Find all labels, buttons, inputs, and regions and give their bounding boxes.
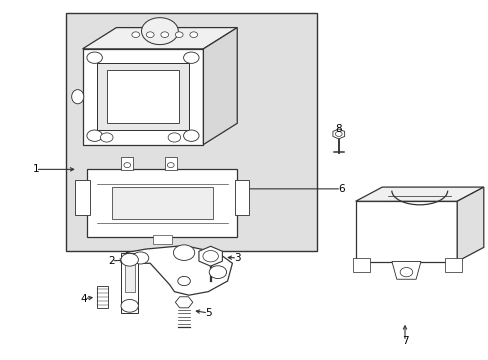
Circle shape xyxy=(123,163,130,168)
Polygon shape xyxy=(126,246,232,295)
Circle shape xyxy=(168,133,180,142)
Text: 5: 5 xyxy=(204,308,211,318)
Circle shape xyxy=(132,32,139,37)
Text: 6: 6 xyxy=(337,184,344,194)
Bar xyxy=(75,180,90,215)
Text: 8: 8 xyxy=(335,123,342,134)
Circle shape xyxy=(399,267,412,277)
Circle shape xyxy=(87,52,102,63)
Circle shape xyxy=(161,32,168,37)
Bar xyxy=(352,258,369,272)
Polygon shape xyxy=(332,129,344,139)
Polygon shape xyxy=(175,297,192,308)
Circle shape xyxy=(183,130,199,141)
Circle shape xyxy=(121,253,138,266)
Bar xyxy=(106,70,179,123)
Text: 4: 4 xyxy=(81,294,87,304)
Bar xyxy=(82,49,203,145)
Bar xyxy=(444,258,461,272)
Text: 1: 1 xyxy=(32,165,39,174)
Bar xyxy=(65,13,316,251)
Circle shape xyxy=(173,245,194,260)
Bar xyxy=(87,169,237,237)
Text: 7: 7 xyxy=(401,336,407,346)
Polygon shape xyxy=(391,261,420,279)
Circle shape xyxy=(183,52,199,63)
Polygon shape xyxy=(355,187,483,201)
Circle shape xyxy=(100,133,113,142)
Polygon shape xyxy=(82,28,237,49)
Circle shape xyxy=(87,130,102,141)
Bar xyxy=(121,253,138,313)
Bar xyxy=(234,180,249,215)
Circle shape xyxy=(146,32,154,37)
Bar xyxy=(152,235,172,244)
Circle shape xyxy=(178,276,190,285)
Bar xyxy=(124,260,135,292)
Text: 3: 3 xyxy=(233,253,240,263)
Circle shape xyxy=(132,252,148,264)
Bar xyxy=(111,187,213,219)
Polygon shape xyxy=(199,246,222,266)
Circle shape xyxy=(121,300,138,312)
Circle shape xyxy=(167,163,174,168)
Ellipse shape xyxy=(72,90,83,104)
Polygon shape xyxy=(203,28,237,145)
Circle shape xyxy=(175,32,183,37)
Circle shape xyxy=(189,32,197,37)
Text: 2: 2 xyxy=(108,256,115,266)
Circle shape xyxy=(141,18,178,45)
Bar xyxy=(164,157,177,170)
Bar xyxy=(121,157,133,170)
Circle shape xyxy=(209,266,226,279)
Bar xyxy=(97,63,188,130)
Bar xyxy=(355,201,456,261)
Polygon shape xyxy=(456,187,483,261)
Bar xyxy=(97,286,107,307)
